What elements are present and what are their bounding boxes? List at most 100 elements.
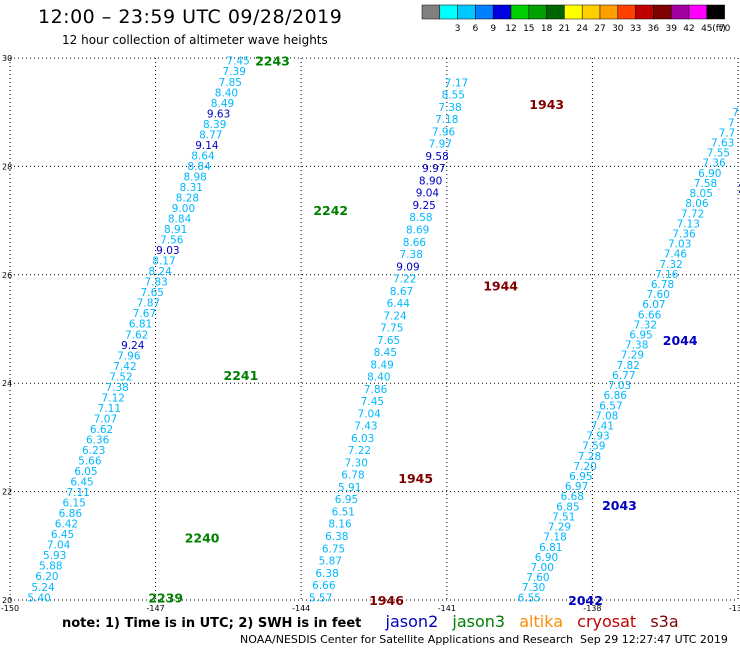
wave-height-value: 7 [732, 107, 739, 119]
legend-tick-label: 9 [490, 24, 496, 34]
wave-height-value: 7.38 [438, 102, 461, 114]
wave-height-value: 6.36 [86, 434, 110, 446]
wave-height-value: 7.03 [608, 380, 631, 392]
wave-height-value: 6.62 [90, 424, 113, 436]
wave-height-value: 5.24 [31, 582, 55, 594]
wave-height-value: 5.66 [78, 456, 102, 468]
wave-height-value: 6.20 [35, 571, 58, 583]
wave-height-value: 7.46 [664, 249, 688, 261]
wave-height-value: 6.03 [351, 433, 374, 445]
wave-height-value: 7.67 [133, 308, 156, 320]
wave-height-value: 8.40 [215, 87, 238, 99]
legend-tick-label: 45 [701, 24, 712, 34]
pass-time-label: 2239 [148, 590, 183, 605]
pass-time-label: 2042 [568, 593, 603, 608]
wave-height-value: 5.87 [319, 556, 342, 568]
wave-height-value: 6.85 [556, 501, 579, 513]
credit-timestamp: Sep 29 12:27:47 UTC 2019 [580, 633, 728, 646]
wave-height-value: 7.18 [543, 532, 566, 544]
wave-height-value: 6.86 [604, 390, 628, 402]
wave-height-value: 7.03 [668, 239, 691, 251]
wave-height-value: 7.36 [672, 228, 696, 240]
page-subtitle: 12 hour collection of altimeter wave hei… [62, 33, 328, 47]
wave-height-value: 8.40 [367, 372, 390, 384]
legend-swatch [706, 4, 725, 20]
wave-height-value: 6.95 [629, 330, 652, 342]
wave-height-value: 8.49 [211, 98, 234, 110]
y-tick-label: 24 [2, 379, 12, 388]
wave-height-value: 9.24 [121, 340, 145, 352]
wave-height-value: 8.31 [180, 182, 203, 194]
wave-height-value: 8.55 [442, 90, 465, 102]
wave-height-value: 7.87 [137, 298, 160, 310]
wave-height-value: 6.78 [651, 279, 674, 291]
pass-time-label: 2043 [602, 498, 637, 513]
y-tick-label: 20 [2, 596, 12, 605]
wave-height-value: 6.66 [638, 309, 662, 321]
wave-height-value: 6.42 [55, 519, 78, 531]
wave-height-value: 7.41 [591, 420, 614, 432]
y-tick-label: 30 [2, 54, 12, 63]
wave-height-value: 7.36 [702, 158, 726, 170]
wave-height-value: 6.81 [539, 542, 562, 554]
wave-height-value: 8.91 [164, 224, 187, 236]
wave-height-value: 7 [728, 117, 735, 129]
pass-time-label: 1943 [529, 97, 564, 112]
wave-height-value: 6.23 [82, 445, 105, 457]
wave-height-value: 7.18 [435, 114, 458, 126]
wave-height-value: 6.38 [325, 531, 348, 543]
wave-height-value: 8.66 [403, 237, 427, 249]
wave-height-value: 8.06 [685, 198, 709, 210]
wave-height-value: 5.93 [43, 550, 66, 562]
wave-height-value: 6.95 [335, 494, 358, 506]
x-tick-label: -135 [729, 604, 740, 613]
wave-height-value: 6.45 [70, 477, 93, 489]
legend-tick-label: 18 [541, 24, 553, 34]
wave-height-value: 7.00 [531, 562, 554, 574]
wave-height-value: 7.22 [348, 445, 371, 457]
wave-height-map: -150 -147 -144 -141 -138 -135 20 22 24 26 28 30 7.45… [1, 54, 740, 613]
wave-height-value: 7.30 [345, 457, 368, 469]
wave-height-value: 7.42 [113, 361, 136, 373]
wave-height-value: 7.12 [102, 392, 125, 404]
wave-height-value: 7.51 [552, 511, 575, 523]
wave-height-value: 7.38 [625, 340, 648, 352]
legend-tick-label: 24 [576, 24, 588, 34]
wave-height-value: 8.24 [148, 266, 172, 278]
pass-time-label: 2044 [663, 333, 698, 348]
x-tick-label: -138 [583, 604, 601, 613]
wave-height-value: 7.83 [144, 277, 167, 289]
wave-height-value: 8.28 [176, 192, 199, 204]
wave-height-value: 9.04 [416, 188, 440, 200]
pass-time-label: 2240 [185, 531, 220, 546]
x-tick-label: -144 [292, 604, 310, 613]
wave-height-value: 7.65 [141, 287, 164, 299]
pass-time-label: 2242 [313, 203, 348, 218]
wave-height-value: 7.60 [647, 289, 670, 301]
legend-tick-label: 70 [719, 24, 731, 34]
wave-height-value: 8.39 [203, 119, 226, 131]
legend-tick-label: 12 [505, 24, 516, 34]
wave-height-value: 7.52 [109, 371, 132, 383]
wave-height-value: 7.96 [432, 126, 456, 138]
wave-height-value: 7.17 [445, 77, 468, 89]
wave-height-value: 8.64 [191, 150, 215, 162]
wave-height-value: 7.16 [655, 269, 679, 281]
legend-tick-label: 30 [612, 24, 624, 34]
wave-height-value: 7.65 [377, 335, 400, 347]
y-tick-label: 22 [2, 488, 12, 497]
wave-height-value: 5.91 [338, 482, 361, 494]
wave-height-value: 9.14 [195, 140, 219, 152]
wave-height-value: 7.11 [66, 487, 89, 499]
wave-height-value: 7.59 [582, 441, 605, 453]
wave-height-value: 7.93 [586, 431, 609, 443]
wave-height-value: 6.07 [642, 299, 665, 311]
page-title: 12:00 – 23:59 UTC 09/28/2019 [38, 6, 343, 28]
wave-height-value: 7.28 [578, 451, 601, 463]
wave-height-value: 6.77 [612, 370, 635, 382]
x-tick-label: -147 [147, 604, 165, 613]
wave-height-value: 8.84 [187, 161, 211, 173]
pass-time-label: 20 [738, 181, 740, 196]
wave-height-value: 6.66 [312, 580, 336, 592]
legend-tick-label: 3 [455, 24, 461, 34]
